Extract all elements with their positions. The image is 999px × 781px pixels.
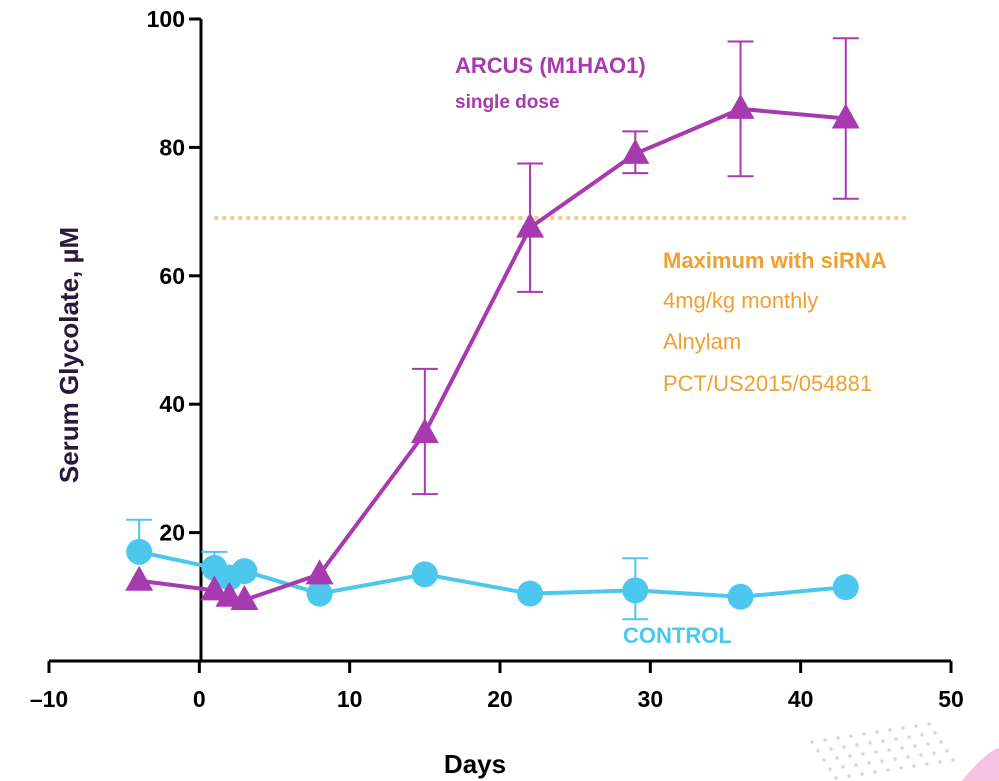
decor-dot [887, 748, 891, 752]
decor-dot [881, 739, 885, 743]
decor-dot [920, 733, 924, 737]
decor-dot [874, 750, 878, 754]
x-tick-label: –10 [30, 686, 68, 712]
decor-dot [861, 752, 865, 756]
control-point [126, 538, 153, 565]
y-axis-title: Serum Glycolate, µM [54, 227, 84, 483]
sirna-annotation-line3: PCT/US2015/054881 [663, 371, 872, 396]
decor-swoosh [962, 748, 999, 781]
arcus-point [200, 575, 229, 601]
decor-dot [894, 737, 898, 741]
decor-dot [847, 774, 851, 778]
arcus-point [726, 93, 755, 119]
decor-dot [829, 747, 833, 751]
decor-dot [848, 754, 852, 758]
decor-dot [886, 768, 890, 772]
arcus-point [230, 585, 259, 611]
control-series [126, 518, 859, 621]
x-tick-label: 40 [788, 686, 814, 712]
y-tick-label: 40 [159, 391, 185, 417]
arcus-point [516, 212, 545, 238]
sirna-annotation-line2: Alnylam [663, 329, 741, 354]
control-point [832, 574, 859, 601]
sirna-annotation-line1: 4mg/kg monthly [663, 288, 818, 313]
decor-dot [873, 770, 877, 774]
arcus-annotation-subtitle: single dose [455, 92, 560, 113]
decor-dot [938, 760, 942, 764]
decor-dot [900, 746, 904, 750]
decorative-dots [810, 722, 999, 781]
decor-dot [901, 726, 905, 730]
y-tick-label: 60 [159, 263, 185, 289]
decor-dot [925, 762, 929, 766]
decor-dot [868, 741, 872, 745]
decor-dot [906, 755, 910, 759]
decor-dot [823, 738, 827, 742]
control-point [622, 577, 649, 604]
arcus-series-line [138, 106, 846, 603]
decor-dot [880, 759, 884, 763]
decor-dot [816, 749, 820, 753]
control-point [411, 561, 438, 588]
decor-dot [933, 731, 937, 735]
x-axis-title: Days [444, 749, 506, 779]
arcus-point [831, 103, 860, 129]
ticks: –10 0 10 20 30 40 50 20 40 60 80 100 [30, 6, 964, 712]
decor-dot [822, 758, 826, 762]
control-point [306, 580, 333, 607]
decor-dot [888, 728, 892, 732]
decor-dot [836, 736, 840, 740]
control-annotation: CONTROL [623, 623, 732, 648]
series-layer [125, 37, 860, 621]
decor-dot [849, 734, 853, 738]
decor-dot [945, 749, 949, 753]
decor-dot [841, 765, 845, 769]
arcus-series [125, 37, 860, 611]
decor-dot [939, 740, 943, 744]
arcus-point [125, 565, 154, 591]
x-tick-label: 20 [487, 686, 513, 712]
decor-dot [926, 742, 930, 746]
decor-dot [912, 764, 916, 768]
decor-dot [914, 724, 918, 728]
decor-dot [867, 761, 871, 765]
decor-dot [855, 743, 859, 747]
x-tick-label: 50 [938, 686, 964, 712]
decor-dot [899, 766, 903, 770]
control-point [231, 558, 258, 585]
decor-dot [907, 735, 911, 739]
decor-dot [932, 751, 936, 755]
decor-dot [893, 757, 897, 761]
decor-dot [810, 740, 814, 744]
arcus-point [305, 559, 334, 585]
arcus-point [621, 138, 650, 164]
y-tick-label: 100 [147, 6, 185, 32]
control-point [517, 580, 544, 607]
decor-dot [834, 776, 838, 780]
decor-dot [835, 756, 839, 760]
decor-dot [927, 722, 931, 726]
decor-dot [828, 767, 832, 771]
x-tick-label: 0 [193, 686, 206, 712]
y-tick-label: 20 [159, 520, 185, 546]
control-point [727, 583, 754, 610]
decor-dot [860, 772, 864, 776]
decor-dot [862, 732, 866, 736]
decor-dot [919, 753, 923, 757]
arcus-point [410, 418, 439, 444]
sirna-annotation-title: Maximum with siRNA [663, 248, 887, 273]
arcus-annotation-title: ARCUS (M1HAO1) [455, 53, 646, 78]
decor-dot [951, 758, 955, 762]
decor-dot [913, 744, 917, 748]
decor-dot [842, 745, 846, 749]
y-tick-label: 80 [159, 134, 185, 160]
decor-dot [854, 763, 858, 767]
decor-dot [875, 730, 879, 734]
x-tick-label: 10 [337, 686, 363, 712]
x-tick-label: 30 [638, 686, 664, 712]
